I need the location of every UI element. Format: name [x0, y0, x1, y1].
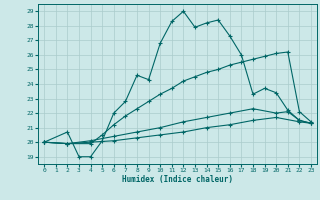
X-axis label: Humidex (Indice chaleur): Humidex (Indice chaleur) — [122, 175, 233, 184]
